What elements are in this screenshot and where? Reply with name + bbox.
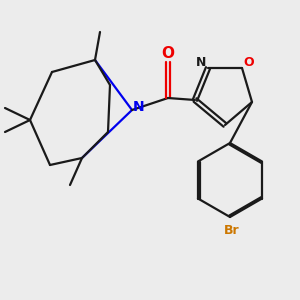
Text: Br: Br (224, 224, 240, 238)
Text: N: N (133, 100, 145, 114)
Text: N: N (196, 56, 206, 68)
Text: O: O (244, 56, 254, 68)
Text: O: O (161, 46, 175, 62)
